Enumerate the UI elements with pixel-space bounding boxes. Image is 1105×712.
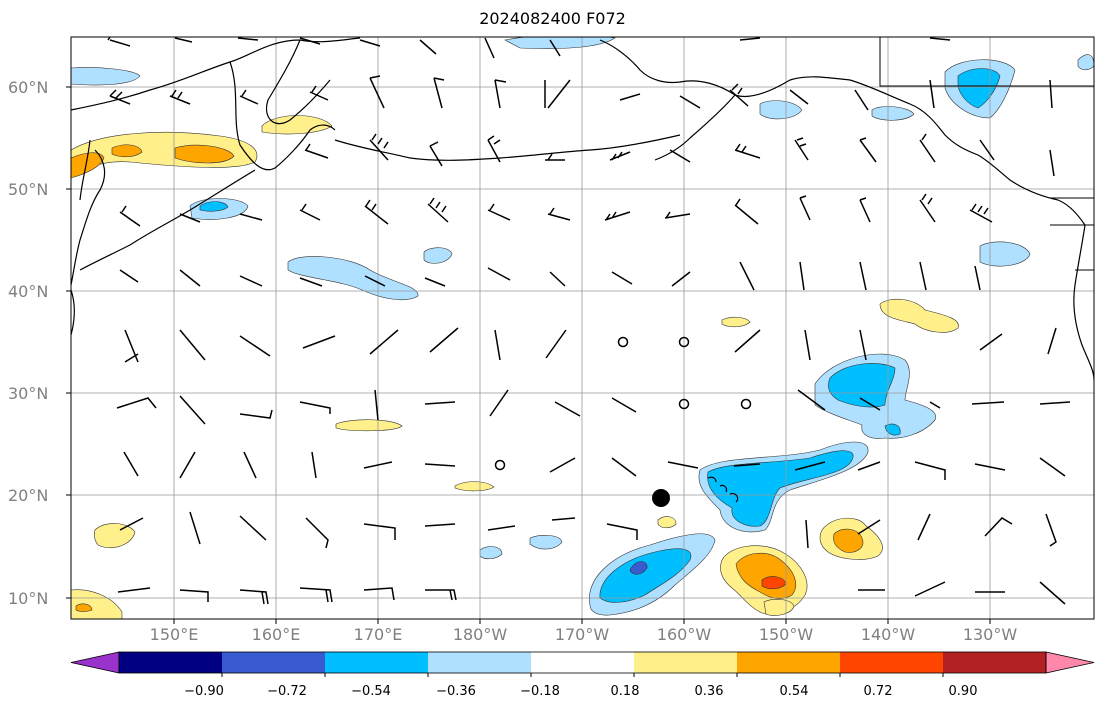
colorbar-label: 0.90 xyxy=(948,684,978,699)
colorbar-segment xyxy=(222,652,326,673)
colorbar-label: −0.90 xyxy=(184,684,224,699)
coast-asia-east xyxy=(71,61,336,171)
field-blue-small-b xyxy=(529,535,563,550)
lat-label-10n: 10°N xyxy=(8,589,49,608)
coast-japan xyxy=(71,149,106,286)
coast-alaska-peninsula xyxy=(654,94,736,161)
wind-barbs xyxy=(107,37,1071,605)
colorbar-segment xyxy=(840,652,944,673)
map-content xyxy=(71,37,1094,619)
field-orange-nw-a xyxy=(71,152,105,179)
colorbar-label: −0.72 xyxy=(267,684,307,699)
field-blue-top xyxy=(504,37,616,49)
field-blue-nw xyxy=(71,67,141,86)
lon-label-160e: 160°E xyxy=(251,625,301,644)
colorbar-segment xyxy=(325,652,429,673)
colorbar-label: 0.18 xyxy=(610,684,640,699)
colorbar-label: −0.18 xyxy=(520,684,560,699)
lon-label-180w: 180°W xyxy=(452,625,508,644)
lon-label-160w: 160°W xyxy=(656,625,712,644)
lat-label-20n: 20°N xyxy=(8,486,49,505)
lon-label-170w: 170°W xyxy=(554,625,610,644)
field-orange-sw-corner xyxy=(75,603,93,612)
field-blue-gulf xyxy=(871,106,915,121)
field-yellow-se-lower xyxy=(763,599,795,616)
storm-location-marker xyxy=(652,489,670,507)
field-cyan-hawaii xyxy=(707,450,854,527)
field-yellow-27n xyxy=(335,419,403,432)
field-yellow-east-38n xyxy=(879,298,959,333)
coast-kamchatka xyxy=(266,39,331,125)
field-orange-nw-c xyxy=(174,144,235,164)
lon-label-150e: 150°E xyxy=(149,625,199,644)
field-cyan-ne xyxy=(957,68,1001,109)
field-orange-east-15n xyxy=(833,528,864,553)
coast-sakhalin xyxy=(79,139,91,201)
coast-bc xyxy=(977,154,1086,226)
field-blue-alaska xyxy=(759,100,803,120)
field-cyan-sw xyxy=(599,548,692,603)
coast-asia-mainland xyxy=(71,289,75,336)
field-yellow-18n-small xyxy=(657,516,677,529)
coast-kuril xyxy=(79,169,256,271)
coast-alaska xyxy=(599,39,979,156)
colorbar-label: 0.36 xyxy=(694,684,724,699)
colorbar-label: 0.54 xyxy=(779,684,809,699)
field-yellow-17n xyxy=(94,523,136,549)
field-yellow-21n xyxy=(454,481,495,492)
colorbar-frame xyxy=(118,651,1047,674)
lat-label-60n: 60°N xyxy=(8,78,49,97)
colorbar-segment xyxy=(737,652,841,673)
lon-label-140w: 140°W xyxy=(860,625,916,644)
lon-label-130w: 130°W xyxy=(962,625,1018,644)
axis-ticks xyxy=(66,86,991,624)
colorbar-label: −0.36 xyxy=(436,684,476,699)
field-indigo-sw xyxy=(629,561,648,575)
lon-label-150w: 150°W xyxy=(758,625,814,644)
field-blue-42n xyxy=(287,256,419,301)
coast-aleutians xyxy=(334,134,681,161)
field-blue-east-42n xyxy=(979,241,1031,267)
field-blue-ne-small xyxy=(1077,54,1094,71)
shaded-fields xyxy=(71,37,1094,619)
colorbar-label: 0.72 xyxy=(863,684,893,699)
colorbar-extend-low xyxy=(70,651,120,674)
coastlines xyxy=(71,37,1094,503)
colorbar-extend-high xyxy=(1045,651,1095,674)
lat-label-30n: 30°N xyxy=(8,384,49,403)
coast-us-west xyxy=(1073,224,1094,381)
colorbar-segment xyxy=(531,652,635,673)
colorbar-segment xyxy=(634,652,738,673)
graticule xyxy=(71,37,1094,619)
lat-label-40n: 40°N xyxy=(8,282,49,301)
calm-circles xyxy=(494,336,752,471)
colorbar xyxy=(70,651,1095,677)
colorbar-segment xyxy=(119,652,223,673)
field-orange-nw-b xyxy=(111,144,143,158)
colorbar-label: −0.54 xyxy=(351,684,391,699)
field-yellow-small-nw xyxy=(261,115,333,135)
field-blue-43n-small xyxy=(423,247,453,264)
map-title: 2024082400 F072 xyxy=(479,9,626,28)
field-yellow-37n-small xyxy=(721,316,751,328)
coast-hawaii-a xyxy=(707,476,717,483)
field-cyan-east-small xyxy=(884,423,901,436)
field-blue-small-a xyxy=(479,546,503,560)
colorbar-segment xyxy=(943,652,1047,673)
field-cyan-50n xyxy=(199,201,229,212)
colorbar-segment xyxy=(428,652,532,673)
borders xyxy=(879,37,1094,271)
coast-hawaii-b xyxy=(719,484,728,493)
coast-hawaii-c xyxy=(729,493,739,503)
lon-label-170e: 170°E xyxy=(353,625,403,644)
field-cyan-band-east xyxy=(828,363,896,408)
field-yellow-nw-band xyxy=(71,131,258,179)
lat-label-50n: 50°N xyxy=(8,180,49,199)
